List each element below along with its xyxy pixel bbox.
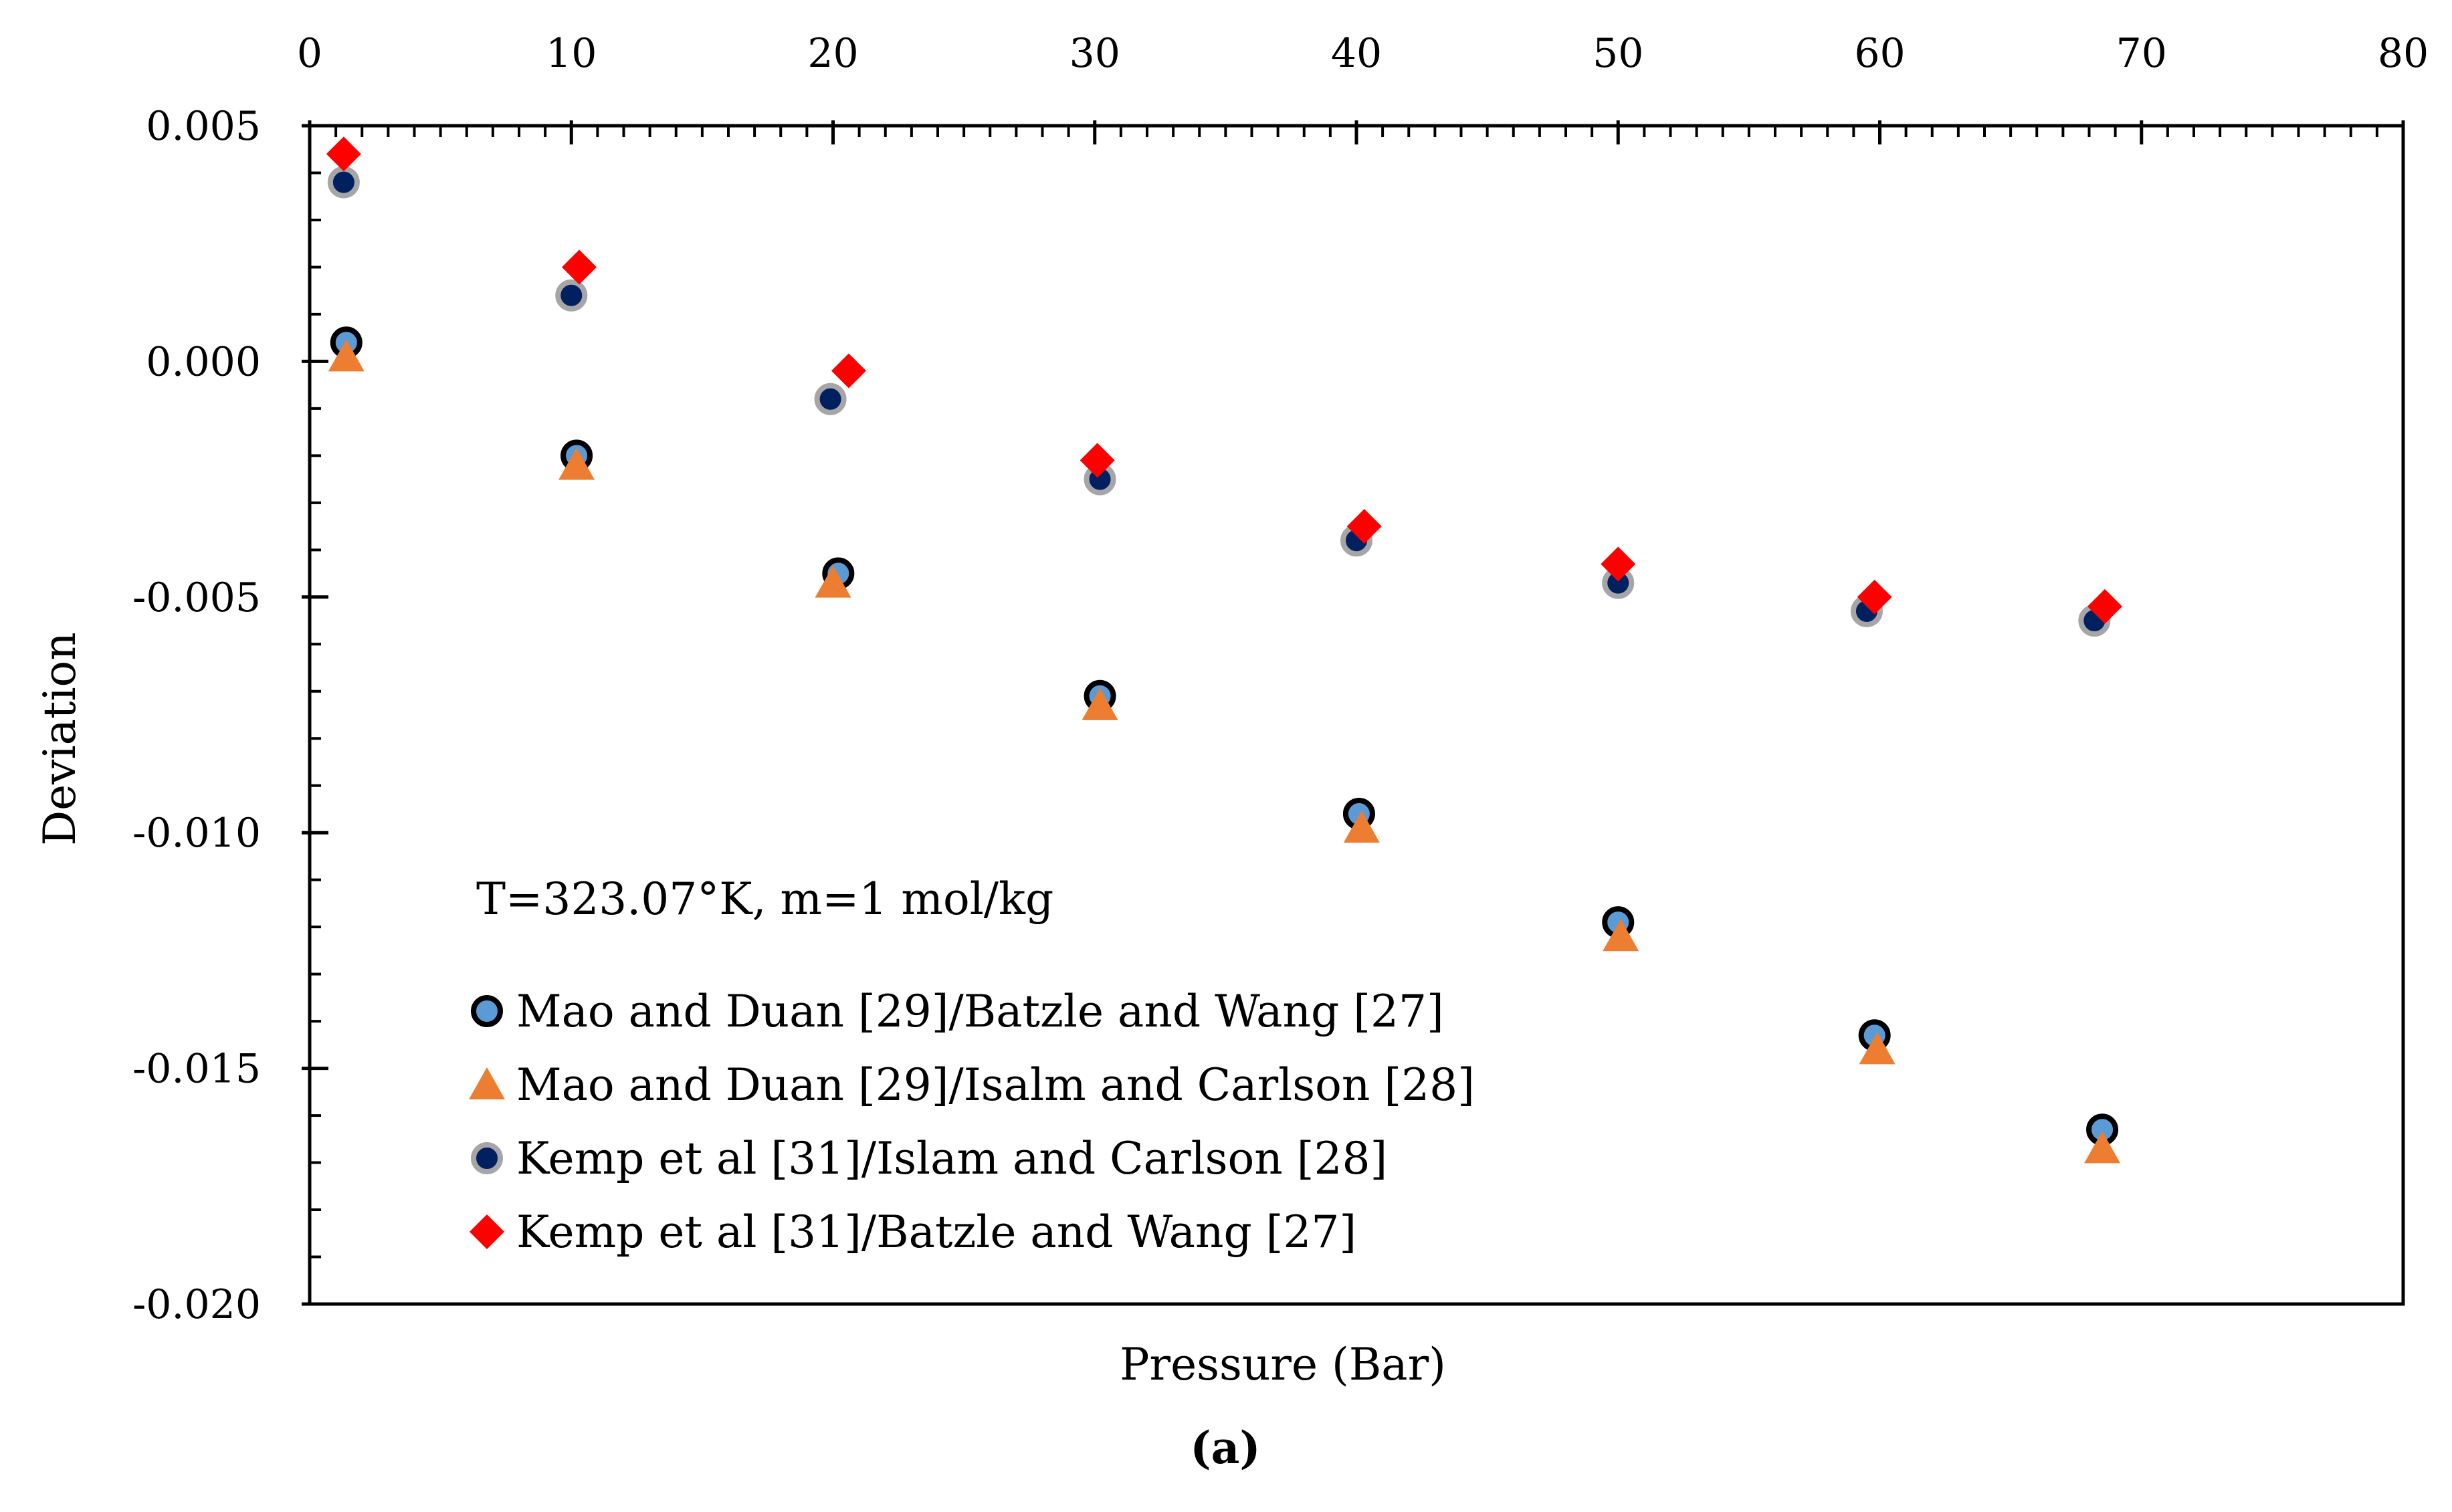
y-tick-label: 0.000: [146, 338, 261, 385]
legend-item: Kemp et al [31]/Islam and Carlson [28]: [471, 1133, 1387, 1184]
data-point: [1080, 443, 1115, 478]
data-point: [326, 136, 361, 172]
data-point: [1857, 579, 1892, 615]
minor-ticks: [310, 126, 2378, 1259]
legend-label: Kemp et al [31]/Batzle and Wang [27]: [516, 1206, 1356, 1258]
data-point: [328, 339, 365, 372]
data-point: [2084, 1131, 2121, 1164]
x-tick-label: 0: [297, 30, 322, 77]
data-point: [1082, 687, 1118, 720]
legend-label: Kemp et al [31]/Islam and Carlson [28]: [516, 1133, 1387, 1184]
legend-label: Mao and Duan [29]/Isalm and Carlson [28]: [516, 1059, 1475, 1111]
y-tick-label: -0.010: [132, 810, 261, 857]
legend-marker: [471, 995, 503, 1027]
data-point: [561, 249, 597, 285]
data-point: [815, 565, 851, 598]
data-point: [814, 383, 847, 415]
x-tick-labels: 0 10 20 30 40 50 60 70 80: [297, 30, 2429, 77]
legend-item: Kemp et al [31]/Batzle and Wang [27]: [470, 1206, 1356, 1258]
legend-marker: [470, 1214, 504, 1249]
data-point: [1603, 919, 1639, 952]
x-tick-label: 30: [1069, 30, 1120, 77]
legend-marker: [469, 1067, 505, 1099]
data-point: [1343, 811, 1380, 843]
series-2: [328, 339, 2121, 1164]
legend-label: Mao and Duan [29]/Batzle and Wang [27]: [516, 986, 1444, 1037]
x-tick-label: 40: [1331, 30, 1382, 77]
x-tick-label: 20: [807, 30, 858, 77]
legend-item: Mao and Duan [29]/Isalm and Carlson [28]: [469, 1059, 1475, 1111]
data-point: [558, 447, 595, 480]
y-tick-label: -0.005: [132, 574, 261, 621]
y-axis-title: Deviation: [34, 632, 86, 846]
x-tick-label: 10: [546, 30, 597, 77]
data-point: [831, 353, 866, 389]
series-layer: [326, 136, 2122, 1164]
series-4: [326, 136, 2122, 624]
figure-caption: (a): [1190, 1422, 1260, 1474]
y-tick-label: -0.015: [132, 1046, 261, 1093]
data-point: [1601, 546, 1636, 582]
y-tick-label: -0.020: [132, 1281, 261, 1328]
legend-marker: [471, 1142, 503, 1174]
major-ticks: [302, 120, 2405, 1306]
data-point: [327, 166, 360, 199]
legend-item: Mao and Duan [29]/Batzle and Wang [27]: [471, 986, 1444, 1037]
data-point: [2087, 588, 2122, 624]
series-3: [327, 166, 2111, 637]
x-tick-label: 80: [2378, 30, 2429, 77]
x-tick-label: 60: [1854, 30, 1905, 77]
y-tick-labels: 0.005 0.000 -0.005 -0.010 -0.015 -0.020: [132, 103, 261, 1328]
y-tick-label: 0.005: [146, 103, 261, 150]
x-axis-title: Pressure (Bar): [1120, 1339, 1446, 1390]
x-tick-label: 70: [2116, 30, 2167, 77]
data-point: [555, 279, 588, 312]
legend: Mao and Duan [29]/Batzle and Wang [27] Ma…: [469, 986, 1475, 1258]
x-tick-label: 50: [1593, 30, 1643, 77]
condition-annotation: T=323.07°K, m=1 mol/kg: [476, 873, 1053, 925]
data-point: [1859, 1032, 1896, 1065]
data-point: [1346, 509, 1382, 544]
